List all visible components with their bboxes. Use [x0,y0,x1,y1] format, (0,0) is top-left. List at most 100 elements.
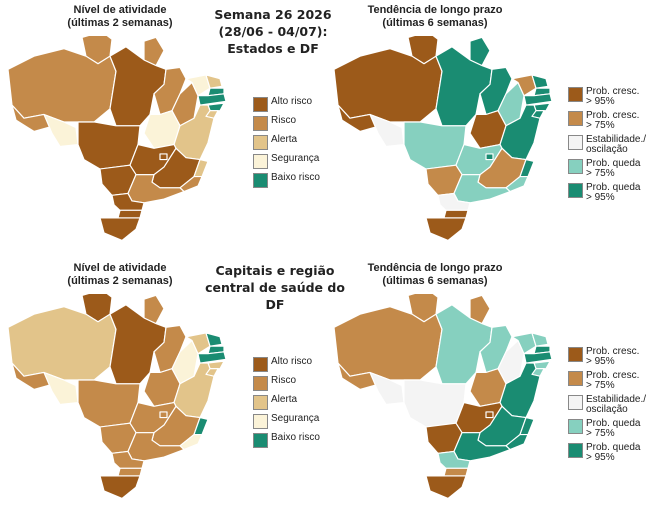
activity-legend-bottom: Alto risco Risco Alerta Segurança Baixo risc… [253,357,343,457]
legend-swatch [568,87,583,102]
trend-legend-top: Prob. cresc. > 95% Prob. cresc. > 75% Esta… [568,87,650,212]
map-capitals-trend [333,294,553,499]
state-rs [99,475,141,499]
legend-label: Prob. queda > 95% [586,182,641,203]
legend-label: Segurança [271,413,320,424]
legend-label: Segurança [271,153,320,164]
legend-swatch [253,154,268,169]
legend-item: Prob. cresc. > 95% [568,347,639,367]
map-title-capitals-trend: Tendência de longo prazo (últimas 6 sema… [367,262,503,287]
state-al [533,360,551,370]
map-states-activity [7,36,227,241]
legend-item: Prob. queda > 75% [568,159,641,179]
state-pr [437,192,471,211]
legend-item: Prob. cresc. > 95% [568,87,639,107]
legend-swatch [568,443,583,458]
state-pe [197,93,227,106]
state-ap [143,294,165,325]
state-ce [511,74,537,97]
legend-swatch [568,371,583,386]
state-df [159,153,168,161]
state-rs [425,217,467,241]
legend-swatch [568,183,583,198]
legend-label: Prob. queda > 95% [586,442,641,463]
legend-swatch [568,159,583,174]
legend-item: Alerta [253,395,297,410]
legend-item: Estabilidade./ oscilação [568,395,646,415]
legend-swatch [253,135,268,150]
state-rn [205,74,223,89]
state-pe [523,351,553,364]
map-capitals-activity [7,294,227,499]
legend-label: Prob. queda > 75% [586,418,641,439]
legend-label: Risco [271,115,297,126]
legend-label: Estabilidade./ oscilação [586,134,647,155]
legend-swatch [568,135,583,150]
state-ap [143,36,165,67]
state-ce [511,332,537,355]
week-title: Semana 26 2026 (28/06 - 04/07): Estados … [214,7,332,56]
legend-swatch [253,433,268,448]
capitals-title: Capitais e região central de saúde do DF [205,263,345,312]
state-al [207,102,225,112]
legend-item: Segurança [253,414,319,429]
legend-label: Alerta [271,134,298,145]
state-rn [531,74,549,89]
state-pe [197,351,227,364]
legend-item: Baixo risco [253,173,320,188]
map-title-states-trend: Tendência de longo prazo (últimas 6 sema… [367,4,503,29]
legend-swatch [568,419,583,434]
state-rn [205,332,223,347]
legend-label: Prob. cresc. > 75% [586,370,640,391]
map-title-capitals-activity: Nível de atividade (últimas 2 semanas) [67,262,173,287]
state-df [159,411,168,419]
legend-swatch [568,347,583,362]
state-sc [117,209,143,219]
state-sc [443,209,469,219]
legend-item: Prob. cresc. > 75% [568,371,639,391]
legend-swatch [253,97,268,112]
legend-item: Risco [253,116,296,131]
legend-swatch [568,111,583,126]
legend-swatch [253,395,268,410]
activity-legend-top: Alto risco Risco Alerta Segurança Baixo risc… [253,97,343,197]
state-rn [531,332,549,347]
legend-label: Prob. cresc. > 95% [586,346,640,367]
legend-item: Prob. cresc. > 75% [568,111,639,131]
state-ap [469,36,491,67]
legend-item: Baixo risco [253,433,320,448]
legend-item: Risco [253,376,296,391]
legend-label: Baixo risco [271,172,320,183]
state-pr [111,192,145,211]
legend-label: Alerta [271,394,298,405]
state-rs [99,217,141,241]
state-ap [469,294,491,325]
legend-label: Alto risco [271,96,313,107]
legend-item: Alto risco [253,97,312,112]
legend-label: Alto risco [271,356,313,367]
legend-swatch [253,173,268,188]
state-pr [437,450,471,469]
legend-label: Prob. cresc. > 75% [586,110,640,131]
legend-item: Prob. queda > 75% [568,419,641,439]
state-df [485,153,494,161]
legend-swatch [568,395,583,410]
legend-label: Risco [271,375,297,386]
legend-label: Prob. queda > 75% [586,158,641,179]
legend-label: Prob. cresc. > 95% [586,86,640,107]
state-rs [425,475,467,499]
legend-item: Segurança [253,154,319,169]
state-sc [117,467,143,477]
legend-item: Prob. queda > 95% [568,183,641,203]
legend-label: Estabilidade./ oscilação [586,394,647,415]
legend-item: Prob. queda > 95% [568,443,641,463]
map-states-trend [333,36,553,241]
legend-swatch [253,414,268,429]
state-sc [443,467,469,477]
state-ce [185,332,211,355]
trend-legend-bottom: Prob. cresc. > 95% Prob. cresc. > 75% Esta… [568,347,650,472]
legend-label: Baixo risco [271,432,320,443]
legend-swatch [253,357,268,372]
legend-item: Alerta [253,135,297,150]
state-df [485,411,494,419]
